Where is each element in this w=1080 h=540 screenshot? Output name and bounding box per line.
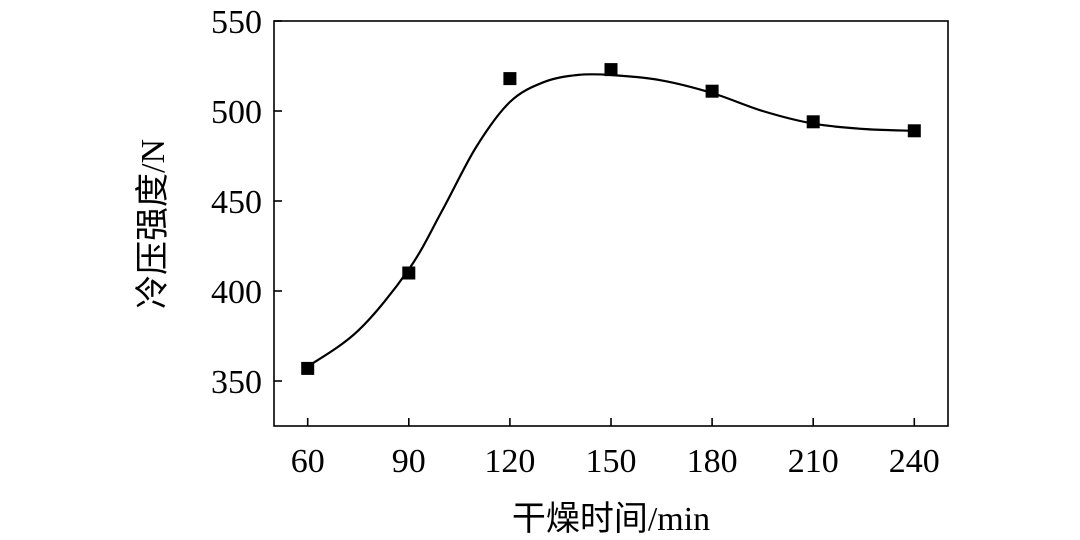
y-tick-label: 550	[211, 4, 262, 41]
x-tick-label: 120	[484, 443, 535, 480]
plot-frame	[273, 20, 949, 427]
x-tick-label: 60	[291, 443, 325, 480]
y-tick-label: 500	[211, 94, 262, 131]
data-point	[806, 115, 820, 129]
x-tick-label: 180	[687, 443, 738, 480]
data-point	[705, 84, 719, 98]
x-axis-label: 干燥时间/min	[512, 501, 710, 538]
data-points	[301, 63, 921, 375]
x-tick-label: 240	[889, 443, 940, 480]
data-point	[503, 72, 517, 86]
ticks: 60 90 120 150 180 210 240 350 400 450 500 550	[211, 4, 940, 480]
y-tick-label: 350	[211, 364, 262, 401]
data-point	[402, 266, 416, 280]
data-point	[301, 361, 315, 375]
x-tick-label: 210	[788, 443, 839, 480]
y-tick-label: 450	[211, 184, 262, 221]
y-axis-label: 冷压强度/N	[134, 139, 172, 309]
y-tick-label: 400	[211, 274, 262, 311]
data-point	[604, 63, 618, 77]
x-tick-label: 150	[586, 443, 637, 480]
data-point	[907, 124, 921, 138]
x-tick-label: 90	[392, 443, 426, 480]
fit-curve	[307, 73, 915, 368]
